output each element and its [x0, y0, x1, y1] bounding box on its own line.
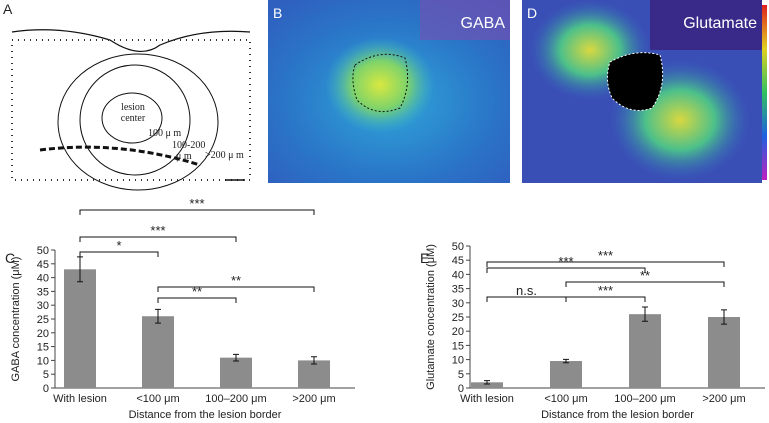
bar — [298, 360, 330, 388]
y-axis-label: Glutamate concentration (μM) — [425, 244, 437, 390]
significance-label: ** — [192, 284, 202, 299]
label: >200 μ m — [205, 150, 244, 161]
bar — [64, 269, 96, 388]
panel-letter: A — [3, 1, 13, 17]
lesion-outline — [606, 52, 664, 111]
label: μ m — [176, 151, 192, 162]
panel-b: B GABA — [268, 0, 510, 183]
x-tick-label: <100 μm — [544, 393, 587, 405]
significance-bracket — [79, 209, 315, 215]
image-corner — [650, 0, 762, 50]
x-tick-label: <100 μm — [136, 393, 179, 405]
panel-letter: C — [5, 250, 15, 266]
bar — [471, 382, 503, 388]
y-tick-label: 45 — [37, 259, 49, 271]
surface — [11, 29, 251, 52]
panel-letter: E — [420, 250, 429, 266]
y-tick-label: 30 — [452, 298, 464, 310]
y-tick-label: 25 — [37, 314, 49, 326]
y-tick-label: 0 — [458, 383, 464, 395]
error-bar — [563, 358, 569, 364]
ring — [79, 64, 191, 176]
y-tick-label: 40 — [452, 269, 464, 281]
error-bar — [155, 308, 161, 324]
significance-label: *** — [189, 196, 204, 211]
significance-label: *** — [598, 248, 613, 263]
y-axis-label: GABA concentration (μM) — [10, 257, 22, 382]
y-tick-label: 20 — [452, 326, 464, 338]
x-tick-label: With lesion — [53, 393, 107, 405]
y-tick-label: 15 — [37, 342, 49, 354]
significance-label: *** — [558, 254, 573, 269]
y-tick-label: 15 — [452, 340, 464, 352]
y-tick-label: 45 — [452, 255, 464, 267]
significance-bracket — [486, 267, 646, 273]
significance-bracket — [79, 236, 237, 242]
y-tick-label: 5 — [458, 369, 464, 381]
bar — [142, 316, 174, 388]
label: 100-200 — [172, 140, 205, 151]
panel-letter: B — [273, 5, 282, 21]
significance-label: *** — [598, 283, 613, 298]
y-tick-label: 20 — [37, 328, 49, 340]
sketch-bg — [12, 15, 257, 185]
error-bar — [642, 306, 648, 322]
x-tick-label: >200 μm — [292, 393, 335, 405]
image-blob — [325, 37, 435, 133]
x-tick-label: 100–200 μm — [614, 393, 675, 405]
y-tick-label: 35 — [452, 284, 464, 296]
ring — [57, 53, 219, 191]
error-bar — [484, 380, 490, 385]
significance-bracket — [565, 296, 646, 302]
colorbar — [762, 5, 767, 180]
significance-label: * — [116, 238, 121, 253]
significance-label: n.s. — [516, 283, 537, 298]
bar — [220, 357, 252, 388]
error-bar — [721, 309, 727, 325]
bar — [629, 314, 661, 388]
significance-bracket — [157, 286, 315, 292]
x-tick-label: >200 μm — [702, 393, 745, 405]
label: lesion — [121, 102, 145, 113]
image-corner — [420, 0, 510, 40]
bar — [550, 361, 582, 388]
panel-d: D Glutamate — [522, 0, 767, 183]
significance-label: ** — [231, 273, 241, 288]
y-tick-label: 10 — [452, 355, 464, 367]
x-tick-label: 100–200 μm — [205, 393, 266, 405]
y-tick-label: 50 — [37, 245, 49, 257]
significance-bracket — [486, 261, 725, 267]
cells — [11, 39, 251, 181]
y-tick-label: 30 — [37, 300, 49, 312]
significance-label: *** — [150, 223, 165, 238]
label: center — [121, 113, 146, 124]
panel-a: A lesion center 100 μ m 100-200 μ m >200… — [3, 1, 257, 191]
image-label: Glutamate — [683, 15, 757, 32]
y-tick-label: 5 — [43, 369, 49, 381]
lesion-outline — [352, 53, 409, 113]
y-tick-label: 50 — [452, 241, 464, 253]
image-label: GABA — [461, 15, 506, 32]
label: 100 μ m — [148, 128, 181, 139]
fiber — [39, 145, 201, 167]
ring — [101, 92, 163, 144]
significance-bracket — [565, 281, 725, 287]
y-tick-label: 25 — [452, 312, 464, 324]
error-bar — [311, 356, 317, 365]
bar — [708, 317, 740, 388]
error-bar — [233, 353, 239, 362]
panel-letter: D — [527, 5, 537, 21]
significance-bracket — [157, 297, 237, 303]
y-tick-label: 10 — [37, 355, 49, 367]
y-tick-label: 35 — [37, 286, 49, 298]
significance-bracket — [79, 251, 159, 257]
y-tick-label: 0 — [43, 383, 49, 395]
x-tick-label: With lesion — [460, 393, 514, 405]
significance-label: ** — [640, 268, 650, 283]
y-tick-label: 40 — [37, 273, 49, 285]
x-axis-label: Distance from the lesion border — [129, 409, 282, 421]
x-axis-label: Distance from the lesion border — [541, 409, 694, 421]
